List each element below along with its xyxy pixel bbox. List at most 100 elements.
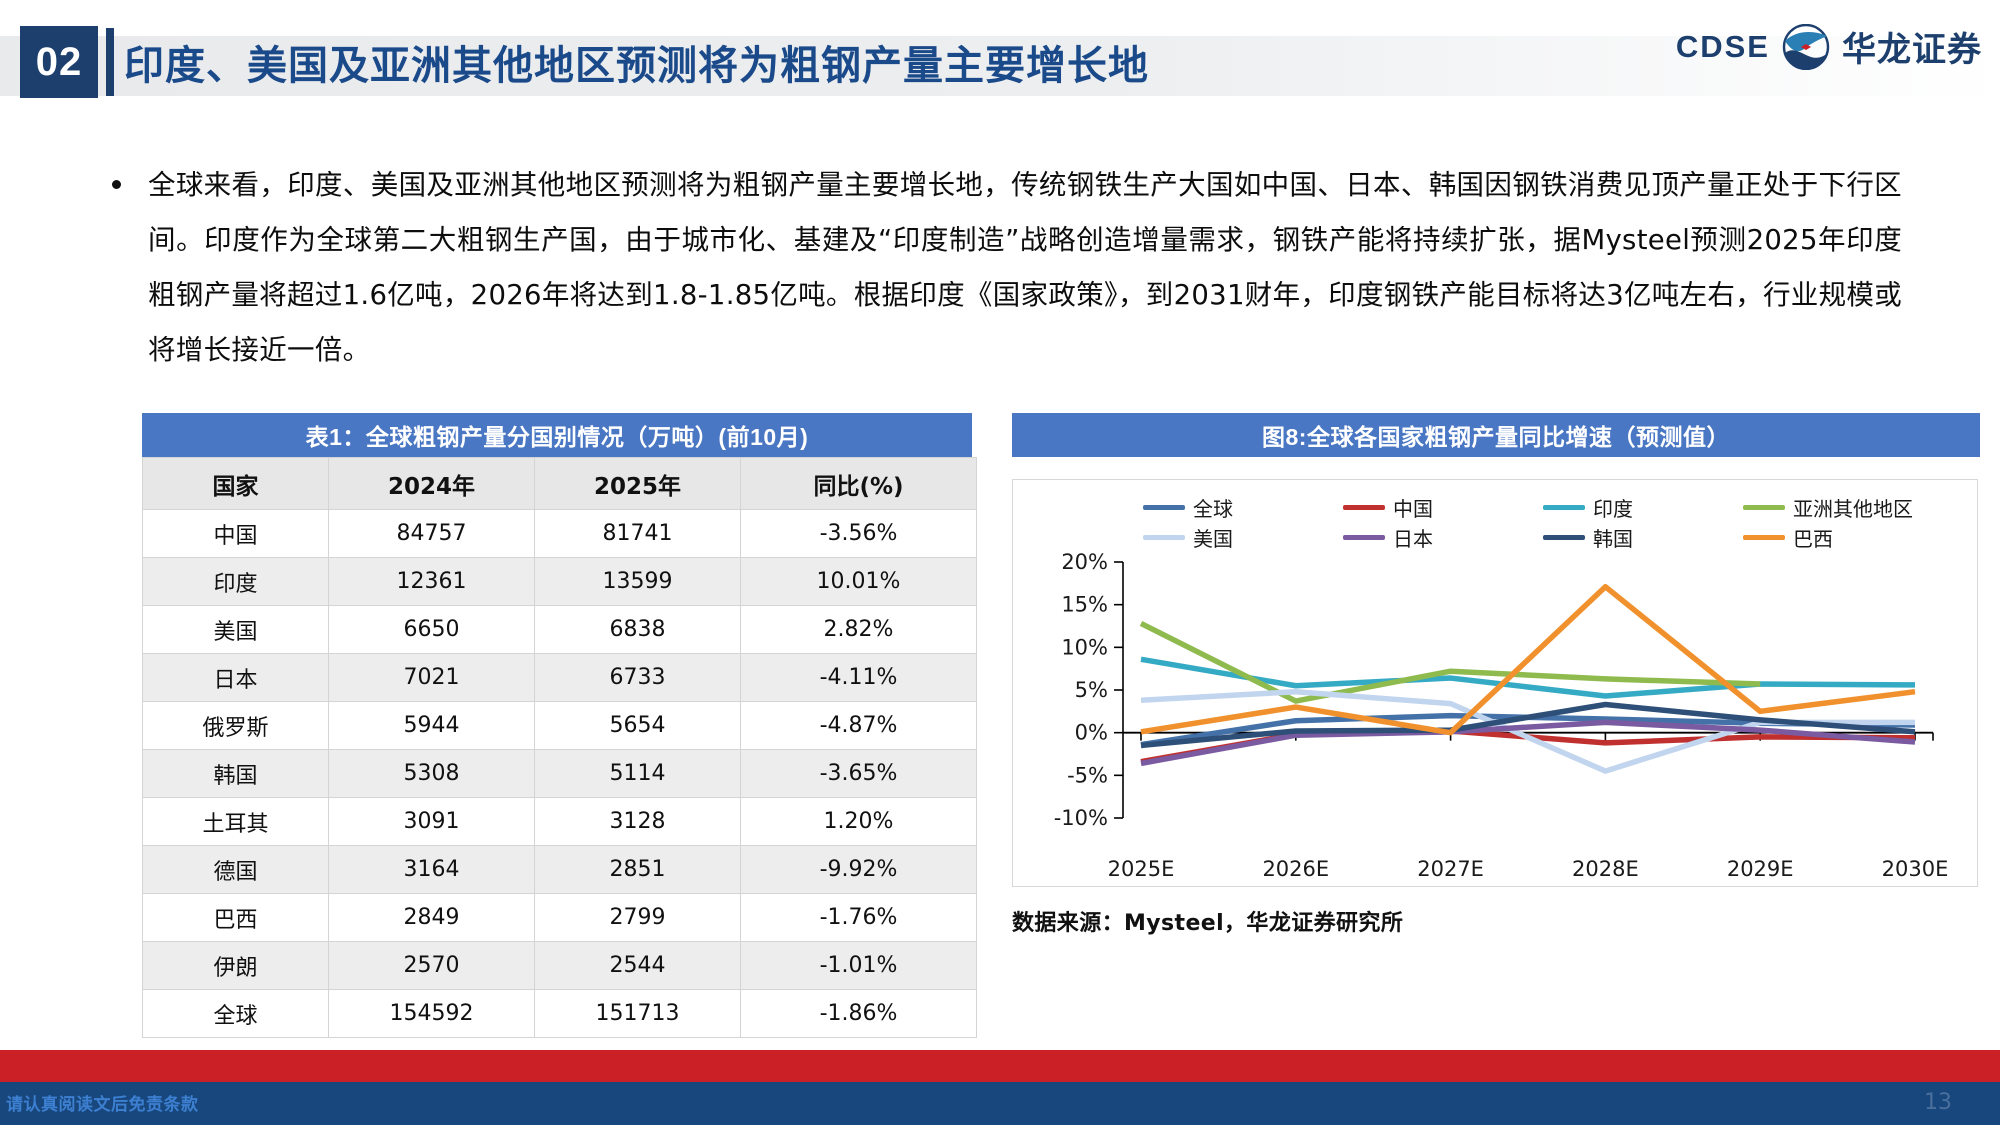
cell-country: 俄罗斯: [142, 701, 329, 750]
body-paragraph-block: 全球来看，印度、美国及亚洲其他地区预测将为粗钢产量主要增长地，传统钢铁生产大国如…: [112, 158, 1902, 378]
cell-2025: 2544: [534, 941, 741, 990]
chart-series-line: [1140, 719, 1916, 767]
header-accent-bar: [106, 28, 114, 96]
logo-company-name: 华龙证券: [1842, 31, 1982, 69]
chart-series-line: [1140, 656, 1916, 699]
table-header-row: 国家 2024年 2025年 同比(%): [142, 457, 977, 510]
chart-series-line: [1139, 620, 1761, 704]
table-panel: 表1：全球粗钢产量分国别情况（万吨）(前10月) 国家 2024年 2025年 …: [142, 413, 977, 1087]
y-axis-tick-label: 0%: [1075, 721, 1108, 745]
cell-2025: 5654: [534, 701, 741, 750]
y-axis-tick-label: -10%: [1054, 806, 1108, 830]
cell-country: 日本: [142, 653, 329, 702]
table-row: 印度 12361 13599 10.01%: [142, 557, 977, 606]
legend-swatch-icon: [1543, 504, 1585, 510]
cell-2025: 3128: [534, 797, 741, 846]
footer-blue-band: 请认真阅读文后免责条款 13: [0, 1082, 2000, 1125]
y-axis-tick-label: 5%: [1075, 678, 1108, 702]
cell-2025: 81741: [534, 509, 741, 558]
cell-2025: 151713: [534, 989, 741, 1038]
legend-label: 全球: [1193, 496, 1233, 521]
chart-frame: 全球 中国 印度 亚洲其他地区 美国 日本 韩国 巴西 -10% -5% 0% 5% 10% 15% 20…: [1012, 479, 1978, 887]
table-panel-title: 表1：全球粗钢产量分国别情况（万吨）(前10月): [142, 413, 972, 457]
cell-yoy: -3.65%: [740, 749, 977, 798]
cell-2025: 6733: [534, 653, 741, 702]
cell-2025: 5114: [534, 749, 741, 798]
header-band: [0, 36, 2000, 96]
legend-item[interactable]: 美国: [1143, 522, 1343, 552]
cell-country: 德国: [142, 845, 329, 894]
cell-2024: 2570: [328, 941, 535, 990]
table-row: 俄罗斯 5944 5654 -4.87%: [142, 701, 977, 750]
cell-yoy: 2.82%: [740, 605, 977, 654]
legend-swatch-icon: [1743, 534, 1785, 540]
x-axis-tick-label: 2026E: [1262, 857, 1329, 881]
table-body: 中国 84757 81741 -3.56% 印度 12361 13599 10.01% 美国 66…: [142, 509, 977, 1038]
legend-swatch-icon: [1743, 504, 1785, 510]
chart-source-note: 数据来源：Mysteel，华龙证券研究所: [1012, 911, 1404, 936]
company-logo: CDSE 华龙证券: [1676, 22, 1982, 71]
legend-item[interactable]: 亚洲其他地区: [1743, 492, 1943, 522]
table-row: 中国 84757 81741 -3.56%: [142, 509, 977, 558]
line-chart: -10% -5% 0% 5% 10% 15% 20% 2025E 2026E 2027E 2028E…: [1054, 550, 1949, 881]
cell-2025: 6838: [534, 605, 741, 654]
cell-country: 全球: [142, 989, 329, 1038]
cell-yoy: -9.92%: [740, 845, 977, 894]
x-axis-tick-label: 2029E: [1727, 857, 1794, 881]
x-axis-tick-label: 2027E: [1417, 857, 1484, 881]
table-row: 德国 3164 2851 -9.92%: [142, 845, 977, 894]
table-row: 巴西 2849 2799 -1.76%: [142, 893, 977, 942]
cell-country: 巴西: [142, 893, 329, 942]
legend-item[interactable]: 巴西: [1743, 522, 1943, 552]
logo-cdse-text: CDSE: [1675, 28, 1770, 64]
footer-red-band: [0, 1050, 2000, 1082]
cell-yoy: -3.56%: [740, 509, 977, 558]
cell-yoy: -4.87%: [740, 701, 977, 750]
cell-yoy: 1.20%: [740, 797, 977, 846]
cell-2024: 84757: [328, 509, 535, 558]
cell-2025: 13599: [534, 557, 741, 606]
legend-label: 巴西: [1793, 526, 1833, 551]
y-axis-tick-label: 20%: [1061, 550, 1108, 574]
y-axis-tick-label: 15%: [1061, 593, 1108, 617]
chart-series-line: [1140, 583, 1916, 736]
legend-item[interactable]: 中国: [1343, 492, 1543, 522]
cell-yoy: -1.86%: [740, 989, 977, 1038]
legend-item[interactable]: 韩国: [1543, 522, 1743, 552]
legend-item[interactable]: 全球: [1143, 492, 1343, 522]
cell-country: 伊朗: [142, 941, 329, 990]
column-header-2024: 2024年: [328, 457, 535, 510]
cell-2024: 7021: [328, 653, 535, 702]
y-axis-tick-label: -5%: [1067, 763, 1108, 787]
legend-swatch-icon: [1143, 504, 1185, 510]
cell-2024: 5308: [328, 749, 535, 798]
cell-2024: 3091: [328, 797, 535, 846]
cell-country: 印度: [142, 557, 329, 606]
footer-disclaimer: 请认真阅读文后免责条款: [6, 1095, 199, 1115]
chart-panel: 图8:全球各国家粗钢产量同比增速（预测值） 全球 中国 印度 亚洲其他地区 美国 日本 韩国…: [1012, 413, 1980, 937]
cell-yoy: -1.01%: [740, 941, 977, 990]
legend-swatch-icon: [1143, 534, 1185, 540]
cell-yoy: -1.76%: [740, 893, 977, 942]
footer-page-number: 13: [1924, 1090, 1952, 1115]
cell-2024: 3164: [328, 845, 535, 894]
table-row: 土耳其 3091 3128 1.20%: [142, 797, 977, 846]
column-header-country: 国家: [142, 457, 329, 510]
chart-series-line: [1140, 701, 1916, 749]
table-row: 日本 7021 6733 -4.11%: [142, 653, 977, 702]
legend-label: 韩国: [1593, 526, 1633, 551]
cell-2024: 2849: [328, 893, 535, 942]
column-header-2025: 2025年: [534, 457, 741, 510]
cell-country: 美国: [142, 605, 329, 654]
column-header-yoy: 同比(%): [740, 457, 977, 510]
legend-item[interactable]: 日本: [1343, 522, 1543, 552]
legend-label: 美国: [1193, 526, 1233, 551]
x-axis-tick-label: 2028E: [1572, 857, 1639, 881]
legend-item[interactable]: 印度: [1543, 492, 1743, 522]
legend-swatch-icon: [1543, 534, 1585, 540]
legend-label: 印度: [1593, 496, 1633, 521]
cell-2025: 2851: [534, 845, 741, 894]
x-axis-tick-label: 2030E: [1882, 857, 1949, 881]
page-title: 印度、美国及亚洲其他地区预测将为粗钢产量主要增长地: [124, 44, 1149, 88]
cell-yoy: -4.11%: [740, 653, 977, 702]
